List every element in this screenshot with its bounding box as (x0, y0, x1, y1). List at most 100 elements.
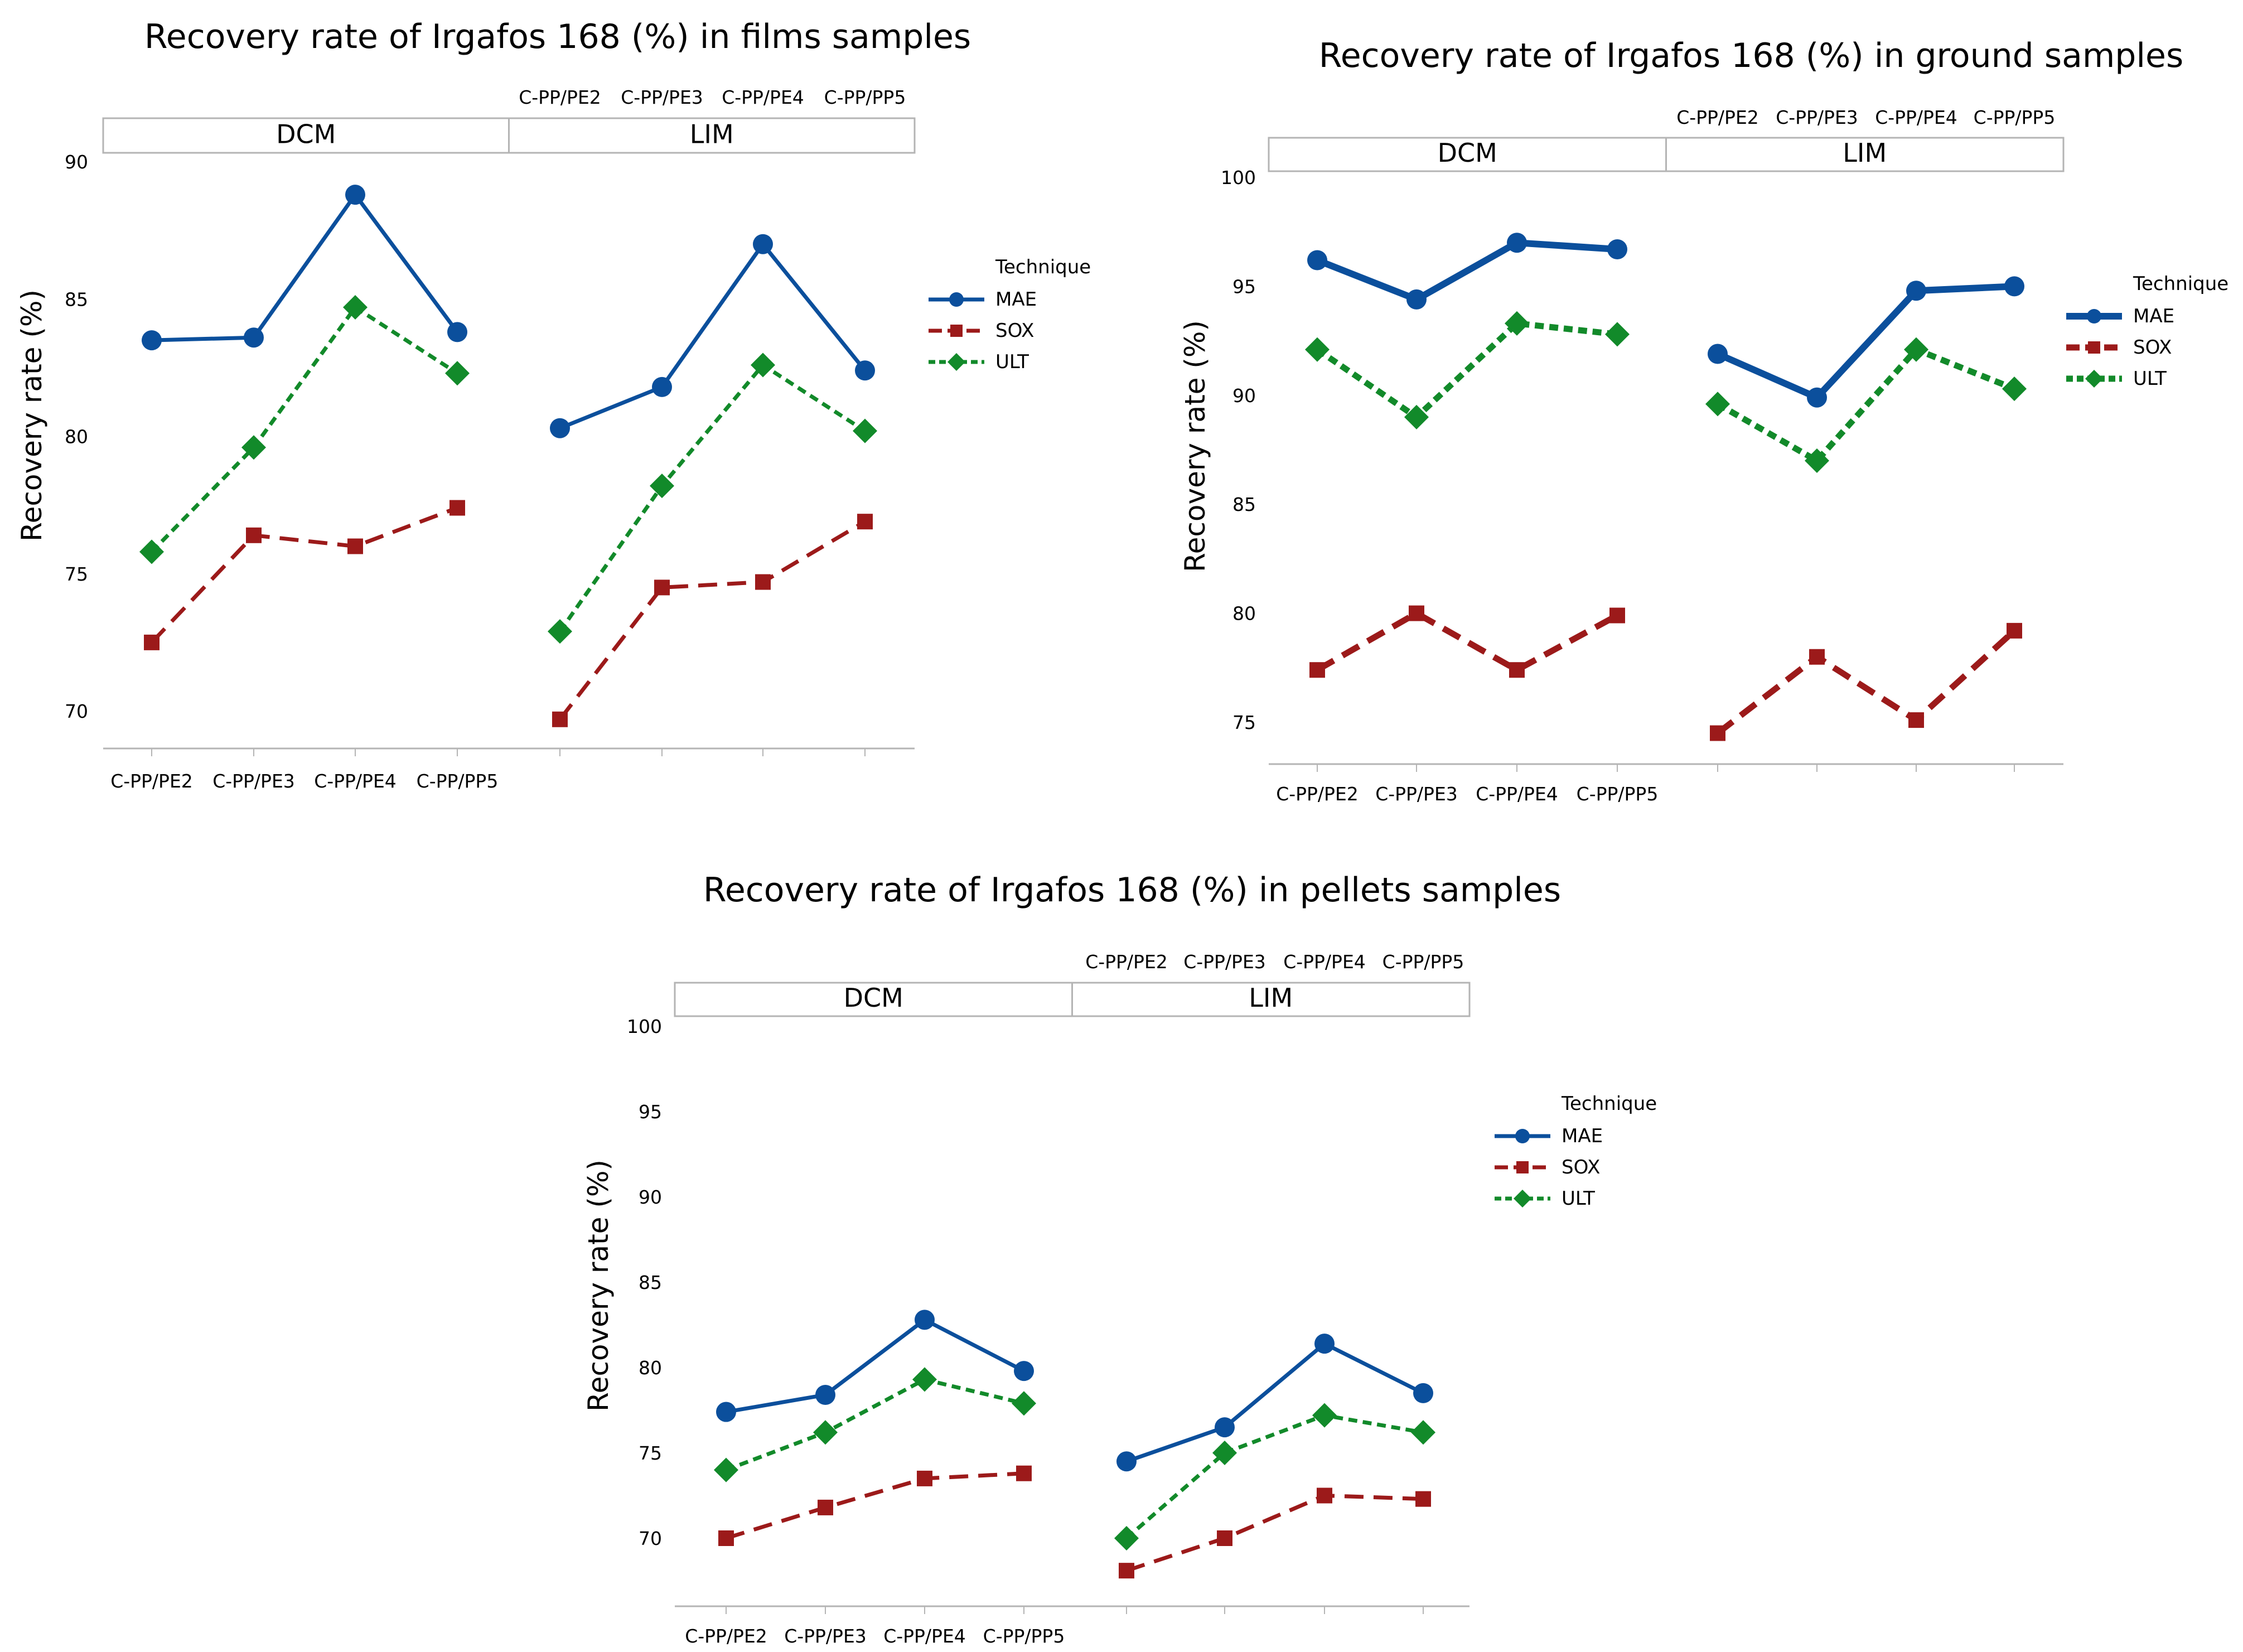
data-point-mae-lim (550, 418, 570, 438)
series-line-mae-lim (1716, 283, 2015, 401)
y-tick-label: 80 (65, 426, 88, 448)
legend-label-sox: SOX (995, 320, 1034, 342)
data-point-sox-dcm (449, 500, 465, 516)
data-point-ult-lim (1114, 1526, 1139, 1550)
x-tick-label-bottom: C-PP/PE2 (110, 770, 193, 792)
y-axis-label: Recovery rate (%) (1179, 320, 1211, 572)
data-point-ult-dcm (1505, 311, 1529, 336)
data-point-sox-dcm (1409, 605, 1424, 621)
data-point-ult-dcm (343, 295, 368, 320)
chart-title: Recovery rate of Irgafos 168 (%) in pell… (703, 871, 1561, 910)
x-tick-label-top: C-PP/PE3 (1776, 107, 1858, 128)
y-axis-label: Recovery rate (%) (16, 289, 48, 542)
series-line-ult-lim (1716, 346, 2016, 464)
data-point-ult-lim (853, 418, 877, 443)
x-tick-label-bottom: C-PP/PE3 (212, 770, 295, 792)
data-point-mae-lim (855, 360, 875, 381)
y-tick-label: 100 (1221, 167, 1256, 189)
data-point-mae-dcm (1607, 239, 1627, 259)
data-point-sox-dcm (1609, 607, 1625, 624)
data-point-ult-dcm (813, 1420, 838, 1445)
data-point-sox-lim (2007, 622, 2022, 639)
x-tick-label-bottom: C-PP/PE4 (1476, 783, 1558, 805)
data-point-mae-dcm (447, 322, 467, 342)
legend-marker-ult (1514, 1190, 1531, 1207)
data-point-mae-lim (1413, 1383, 1433, 1403)
data-point-mae-dcm (1507, 233, 1527, 253)
data-point-sox-lim (755, 574, 771, 590)
data-point-sox-dcm (917, 1470, 932, 1486)
data-point-sox-lim (857, 514, 873, 530)
data-point-mae-dcm (716, 1402, 736, 1422)
y-tick-label: 70 (65, 701, 88, 722)
series-line-ult-lim (558, 363, 866, 633)
data-point-ult-dcm (241, 435, 266, 460)
legend: Technique MAE SOX ULT (1495, 1093, 1657, 1210)
y-tick-label: 70 (639, 1528, 662, 1549)
x-tick-label-bottom: C-PP/PE3 (784, 1625, 867, 1647)
data-point-mae-dcm (142, 330, 162, 351)
panel-label-lim: LIM (690, 119, 734, 149)
y-tick-label: 80 (1232, 603, 1256, 625)
data-point-ult-lim (548, 619, 572, 644)
series-line-mae-dcm (726, 1317, 1025, 1414)
series-line-ult-lim (1125, 1413, 1424, 1540)
data-point-sox-dcm (347, 538, 363, 554)
y-tick-label: 75 (1232, 712, 1256, 733)
legend-marker-sox (2088, 341, 2100, 354)
series-line-mae-lim (1125, 1341, 1424, 1463)
data-point-ult-dcm (1605, 322, 1630, 347)
data-point-mae-lim (1314, 1334, 1335, 1354)
x-tick-label-bottom: C-PP/PP5 (1577, 783, 1659, 805)
series-line-mae-dcm (151, 192, 459, 342)
legend-marker-mae (2087, 309, 2101, 323)
data-point-sox-lim (1809, 649, 1825, 665)
x-tick-label-bottom: C-PP/PP5 (417, 770, 499, 792)
chart-1: Recovery rate of Irgafos 168 (%) in grou… (1179, 36, 2229, 805)
data-point-mae-lim (2004, 276, 2024, 297)
y-tick-label: 85 (639, 1272, 662, 1293)
chart-2: Recovery rate of Irgafos 168 (%) in pell… (582, 871, 1657, 1647)
x-tick-label-bottom: C-PP/PP5 (983, 1625, 1065, 1647)
data-point-sox-lim (552, 711, 568, 727)
x-tick-label-top: C-PP/PE3 (621, 86, 703, 108)
y-tick-label: 90 (65, 151, 88, 173)
data-point-sox-lim (1317, 1487, 1332, 1504)
data-point-mae-dcm (915, 1310, 935, 1330)
legend-title: Technique (2133, 273, 2229, 295)
legend-marker-ult (948, 353, 965, 371)
x-tick-label-bottom: C-PP/PE4 (314, 770, 397, 792)
legend-label-sox: SOX (1562, 1156, 1600, 1178)
legend: Technique MAE SOX ULT (2066, 273, 2229, 390)
data-point-mae-dcm (1307, 250, 1327, 270)
legend-label-ult: ULT (2133, 368, 2167, 390)
legend-marker-ult (2085, 370, 2103, 388)
panel-label-lim: LIM (1249, 983, 1293, 1013)
legend: Technique MAE SOX ULT (929, 256, 1091, 373)
x-tick-label-top: C-PP/PE4 (722, 86, 804, 108)
y-tick-label: 85 (1232, 494, 1256, 515)
series-line-sox-lim (1125, 1494, 1424, 1573)
data-point-mae-dcm (815, 1384, 835, 1405)
y-tick-label: 90 (1232, 385, 1256, 407)
data-point-sox-dcm (818, 1499, 833, 1515)
data-point-ult-lim (751, 352, 775, 378)
data-point-ult-lim (1212, 1441, 1237, 1465)
y-tick-label: 75 (65, 563, 88, 585)
panel-label-dcm: DCM (844, 983, 903, 1013)
x-tick-label-bottom: C-PP/PE2 (685, 1625, 767, 1647)
x-tick-label-top: C-PP/PP5 (1382, 951, 1464, 973)
data-point-ult-dcm (445, 361, 470, 386)
legend-label-ult: ULT (995, 351, 1029, 373)
data-point-sox-lim (1119, 1563, 1134, 1579)
legend-marker-sox (1516, 1161, 1529, 1173)
series-line-sox-lim (558, 520, 866, 721)
series-line-mae-lim (559, 242, 867, 430)
legend-marker-sox (950, 325, 963, 337)
panel-label-dcm: DCM (1438, 138, 1497, 168)
data-point-sox-dcm (1016, 1465, 1032, 1481)
data-point-ult-lim (1705, 392, 1730, 417)
legend-title: Technique (1561, 1093, 1657, 1115)
x-tick-label-top: C-PP/PE2 (1085, 951, 1168, 973)
series-line-ult-dcm (725, 1377, 1024, 1472)
